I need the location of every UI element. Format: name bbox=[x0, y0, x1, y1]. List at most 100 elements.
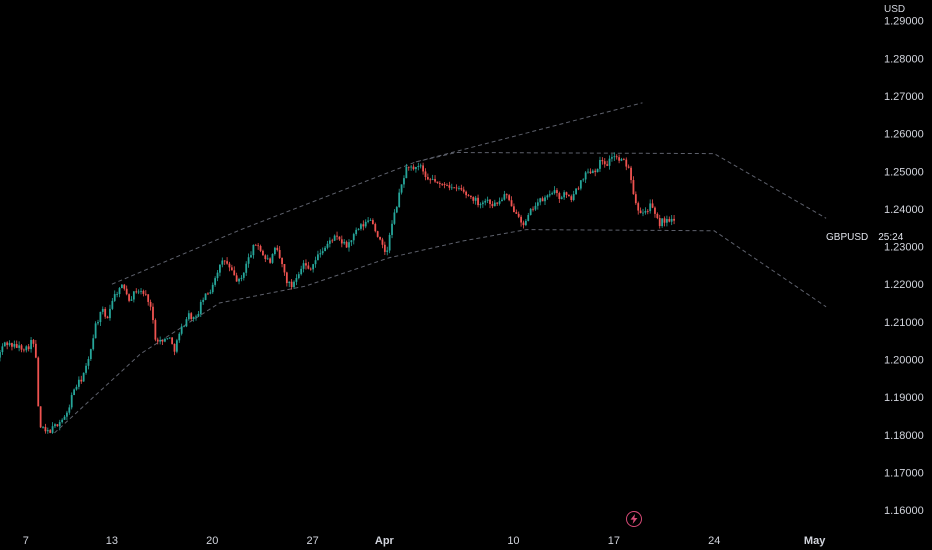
candle bbox=[477, 194, 479, 208]
time-tick-label: Apr bbox=[375, 535, 395, 547]
price-tick-label: 1.24000 bbox=[884, 204, 924, 216]
candle bbox=[156, 337, 159, 345]
candle bbox=[479, 202, 482, 209]
candle bbox=[534, 202, 537, 211]
candle bbox=[582, 178, 585, 182]
bolt-icon[interactable] bbox=[626, 511, 642, 527]
candle bbox=[563, 190, 566, 200]
candle bbox=[591, 169, 594, 174]
candle bbox=[551, 191, 554, 196]
candle bbox=[175, 338, 178, 354]
candle bbox=[367, 217, 370, 224]
candle bbox=[460, 184, 463, 192]
candle bbox=[455, 184, 458, 192]
candle bbox=[161, 339, 164, 345]
candle bbox=[195, 314, 197, 321]
candle bbox=[66, 410, 68, 421]
candle bbox=[18, 341, 21, 352]
candle bbox=[587, 168, 589, 174]
price-tick-label: 1.23000 bbox=[884, 242, 924, 254]
candle bbox=[546, 194, 549, 200]
candle bbox=[501, 197, 503, 202]
candle bbox=[132, 291, 135, 303]
candle bbox=[405, 163, 408, 179]
candle bbox=[242, 272, 245, 281]
candle bbox=[584, 171, 587, 184]
candle bbox=[278, 246, 281, 259]
price-axis[interactable]: 1.29000 1.28000 1.27000 1.26000 1.25000 1.240… bbox=[884, 16, 924, 517]
candle bbox=[1, 343, 4, 355]
candle bbox=[448, 181, 451, 191]
candle bbox=[202, 297, 205, 305]
candle bbox=[673, 215, 675, 225]
candle bbox=[331, 238, 334, 244]
candle bbox=[128, 293, 130, 303]
price-tick-label: 1.28000 bbox=[884, 53, 924, 65]
trendline[interactable] bbox=[111, 102, 643, 285]
candle bbox=[407, 166, 410, 171]
candle bbox=[245, 261, 248, 276]
candle bbox=[522, 220, 525, 229]
candle bbox=[82, 372, 85, 382]
candle bbox=[44, 423, 47, 434]
candle bbox=[42, 425, 44, 429]
candle bbox=[393, 209, 396, 225]
candle bbox=[443, 182, 446, 189]
candle bbox=[541, 196, 544, 202]
candle bbox=[252, 244, 255, 259]
candle bbox=[565, 191, 568, 199]
candle bbox=[235, 272, 238, 282]
candle bbox=[58, 419, 61, 431]
candle bbox=[658, 214, 661, 229]
candle bbox=[415, 166, 417, 173]
candle bbox=[183, 326, 185, 328]
trendline[interactable] bbox=[54, 229, 827, 434]
time-tick-label: 27 bbox=[307, 535, 319, 547]
candle bbox=[197, 311, 200, 317]
candle bbox=[0, 349, 1, 362]
candle bbox=[646, 209, 649, 215]
candle bbox=[121, 283, 123, 289]
candle bbox=[553, 186, 556, 195]
price-tick-label: 1.18000 bbox=[884, 430, 924, 442]
candle bbox=[422, 162, 424, 175]
trendline[interactable] bbox=[415, 151, 827, 219]
trendline-layer bbox=[54, 102, 827, 434]
symbol-price-badge[interactable]: GBPUSD 25:24 bbox=[826, 230, 903, 244]
candle bbox=[39, 406, 42, 428]
candle bbox=[661, 218, 664, 228]
candle bbox=[603, 158, 606, 168]
candle bbox=[544, 195, 546, 205]
candle bbox=[374, 222, 377, 233]
candle bbox=[491, 201, 494, 209]
candle bbox=[309, 267, 312, 271]
candle bbox=[152, 303, 154, 324]
candle bbox=[130, 296, 133, 301]
time-axis[interactable]: 7 13 20 27 Apr 10 17 24 May bbox=[23, 535, 826, 547]
candle bbox=[87, 356, 90, 370]
candle bbox=[510, 196, 513, 207]
candle bbox=[281, 257, 283, 268]
candle bbox=[20, 343, 23, 353]
candle bbox=[486, 196, 489, 204]
candle bbox=[73, 388, 76, 396]
candle bbox=[6, 341, 9, 350]
candle bbox=[328, 237, 331, 248]
candle bbox=[403, 175, 405, 188]
candle bbox=[548, 190, 551, 198]
candle bbox=[211, 282, 214, 294]
candle bbox=[391, 220, 393, 239]
candle bbox=[300, 265, 303, 276]
candle bbox=[276, 245, 279, 252]
price-tick-label: 1.29000 bbox=[884, 16, 924, 28]
candle bbox=[666, 215, 668, 227]
candle bbox=[536, 198, 539, 210]
candle bbox=[11, 342, 13, 351]
candle bbox=[395, 205, 398, 214]
candle bbox=[472, 196, 475, 204]
candle bbox=[577, 186, 580, 191]
price-tick-label: 1.22000 bbox=[884, 279, 924, 291]
candle bbox=[615, 154, 618, 160]
candle bbox=[493, 199, 496, 207]
